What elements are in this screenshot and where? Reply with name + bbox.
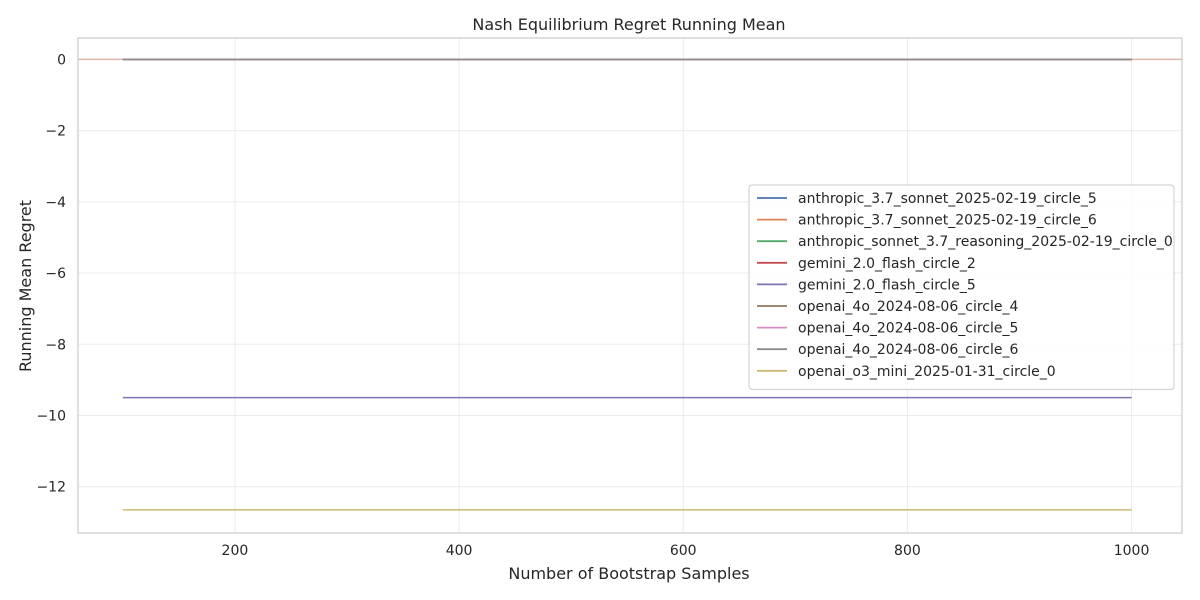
legend-entry: gemini_2.0_flash_circle_5	[798, 277, 976, 293]
chart-title: Nash Equilibrium Regret Running Mean	[472, 15, 785, 34]
y-tick-label: −6	[45, 266, 66, 282]
y-tick-label: −10	[36, 408, 66, 424]
legend: anthropic_3.7_sonnet_2025-02-19_circle_5…	[748, 184, 1175, 390]
x-axis-label: Number of Bootstrap Samples	[508, 564, 749, 583]
legend-box	[748, 184, 1175, 390]
y-tick-label: −12	[36, 480, 66, 496]
legend-entry: anthropic_3.7_sonnet_2025-02-19_circle_5	[798, 191, 1097, 207]
x-tick-label: 400	[446, 543, 473, 559]
legend-entry: openai_4o_2024-08-06_circle_4	[798, 299, 1018, 315]
legend-entry: openai_4o_2024-08-06_circle_5	[798, 321, 1018, 337]
y-tick-label: −4	[45, 195, 66, 211]
x-tick-label: 200	[222, 543, 249, 559]
x-tick-label: 1000	[1114, 543, 1150, 559]
legend-entry: anthropic_sonnet_3.7_reasoning_2025-02-1…	[798, 234, 1173, 250]
y-tick-label: 0	[57, 52, 66, 68]
legend-entry: gemini_2.0_flash_circle_2	[798, 256, 976, 272]
y-tick-label: −2	[45, 124, 66, 140]
series-lines	[122, 58, 1132, 511]
legend-entry: openai_4o_2024-08-06_circle_6	[798, 342, 1018, 358]
y-tick-label: −8	[45, 337, 66, 353]
x-tick-label: 600	[670, 543, 697, 559]
plot-frame	[77, 37, 1183, 534]
tick-labels: 200 400 600 800 1000 0 −2 −4 −6 −8 −10 −12	[36, 52, 1149, 559]
legend-entry: openai_o3_mini_2025-01-31_circle_0	[798, 364, 1056, 380]
y-axis-label: Running Mean Regret	[16, 200, 35, 372]
legend-entry: anthropic_3.7_sonnet_2025-02-19_circle_6	[798, 213, 1097, 229]
x-tick-label: 800	[894, 543, 921, 559]
